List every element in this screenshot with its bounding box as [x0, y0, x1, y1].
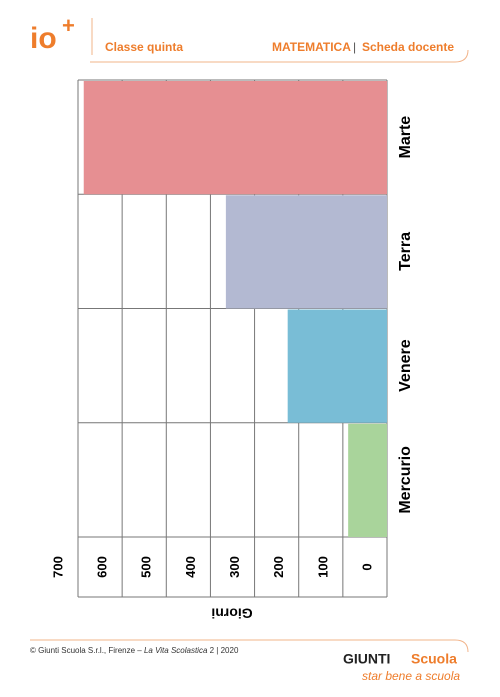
category-label: Mercurio: [397, 446, 414, 514]
doc-type: Scheda docente: [362, 40, 454, 54]
book-title: La Vita Scolastica: [144, 646, 208, 655]
footer-rule: [30, 639, 469, 653]
tagline: star bene a scuola: [362, 669, 460, 683]
separator: |: [353, 40, 356, 54]
bar: [348, 423, 387, 537]
y-tick-label: 200: [271, 556, 286, 578]
chart: 0 100 200 300 400 500 600 700 Mercurio Venere Terr…: [50, 79, 414, 621]
axis-title: Giorni: [211, 605, 252, 621]
bar: [83, 81, 387, 195]
y-tick-label: 500: [139, 556, 154, 578]
brand-suffix: Scuola: [411, 651, 457, 667]
header-rule: [90, 49, 469, 63]
brand: GIUNTI: [343, 651, 390, 667]
y-tick-label: 400: [183, 556, 198, 578]
category-label: Terra: [397, 232, 414, 271]
class-label: Classe quinta: [105, 40, 183, 54]
y-tick-label: 100: [315, 556, 330, 578]
y-tick-label: 600: [95, 556, 110, 578]
y-tick-label: 700: [50, 556, 65, 578]
subject: MATEMATICA: [272, 40, 351, 54]
category-label: Marte: [397, 116, 414, 159]
y-tick-label: 0: [359, 563, 374, 570]
copyright-text: © Giunti Scuola S.r.l., Firenze –: [30, 646, 144, 655]
copyright: © Giunti Scuola S.r.l., Firenze – La Vit…: [30, 646, 239, 655]
logo: io: [30, 22, 57, 55]
bar: [225, 195, 387, 309]
logo-mark: +: [62, 13, 75, 38]
y-tick-label: 300: [227, 556, 242, 578]
bar: [287, 309, 387, 423]
category-label: Venere: [397, 339, 414, 392]
issue: 2 | 2020: [207, 646, 239, 655]
